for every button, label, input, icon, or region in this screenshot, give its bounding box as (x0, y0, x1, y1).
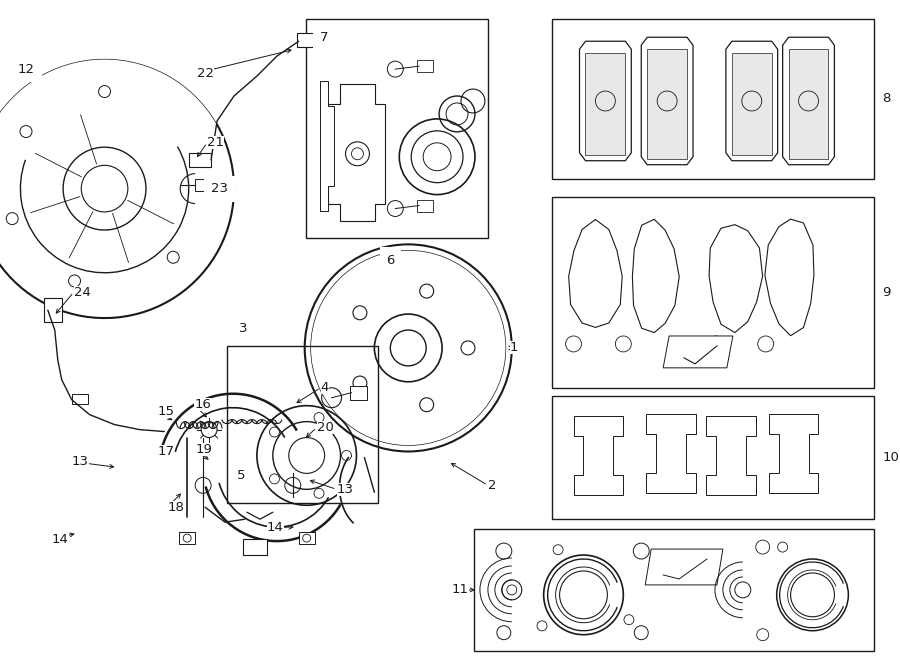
Polygon shape (569, 220, 622, 328)
Polygon shape (783, 37, 834, 165)
Bar (788, 49, 828, 159)
Polygon shape (709, 224, 762, 332)
Text: 22: 22 (197, 67, 214, 79)
Text: 14: 14 (267, 520, 284, 534)
Text: 8: 8 (882, 93, 891, 105)
Text: 4: 4 (320, 381, 329, 395)
Polygon shape (320, 81, 334, 211)
Bar (179, 532, 195, 544)
Text: 7: 7 (320, 30, 328, 44)
Polygon shape (633, 219, 680, 332)
Polygon shape (573, 416, 624, 495)
Bar (306, 19, 488, 238)
Bar (418, 199, 433, 212)
Bar (243, 539, 267, 555)
Text: 16: 16 (194, 398, 211, 411)
Bar (44, 298, 62, 322)
Bar (195, 179, 215, 191)
Text: 13: 13 (72, 455, 89, 468)
Polygon shape (328, 84, 385, 222)
Bar (297, 33, 315, 47)
Text: 24: 24 (74, 286, 91, 299)
Bar (349, 386, 367, 400)
Bar (189, 153, 212, 167)
Circle shape (184, 534, 191, 542)
Polygon shape (769, 414, 818, 493)
Polygon shape (645, 549, 723, 585)
Polygon shape (641, 37, 693, 165)
Bar (72, 394, 87, 404)
Text: 20: 20 (317, 421, 334, 434)
Text: 17: 17 (158, 445, 175, 458)
Text: 15: 15 (158, 405, 175, 418)
Bar (418, 60, 433, 72)
Bar (732, 53, 771, 155)
Text: 13: 13 (337, 483, 354, 496)
Text: 12: 12 (18, 63, 35, 75)
Bar (552, 197, 874, 388)
Polygon shape (765, 219, 814, 336)
Text: 5: 5 (237, 469, 246, 482)
Bar (299, 532, 315, 544)
Text: 11: 11 (452, 583, 469, 596)
Text: 9: 9 (882, 286, 891, 299)
Polygon shape (726, 41, 778, 161)
Text: 19: 19 (195, 443, 212, 456)
Text: 23: 23 (212, 182, 228, 195)
Polygon shape (706, 416, 756, 495)
Circle shape (302, 534, 310, 542)
Text: 2: 2 (488, 479, 497, 492)
Text: 10: 10 (882, 451, 899, 464)
Text: 21: 21 (207, 136, 224, 150)
Bar (552, 396, 874, 519)
Bar (227, 346, 378, 503)
Text: 3: 3 (239, 322, 248, 334)
Bar (552, 19, 874, 179)
Bar (647, 49, 687, 159)
Polygon shape (580, 41, 631, 161)
Polygon shape (663, 336, 733, 368)
Text: 1: 1 (509, 342, 518, 354)
Polygon shape (646, 414, 696, 493)
Text: 6: 6 (386, 254, 395, 267)
Bar (474, 529, 874, 651)
Bar (586, 53, 625, 155)
Text: 18: 18 (167, 500, 184, 514)
Text: 14: 14 (52, 533, 68, 545)
